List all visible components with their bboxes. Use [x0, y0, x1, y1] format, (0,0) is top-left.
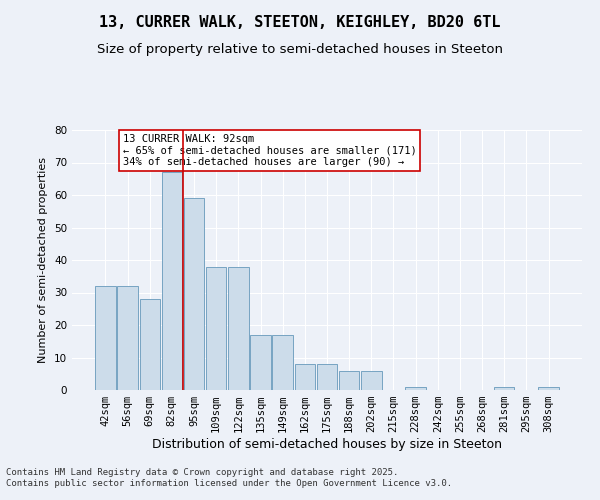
Bar	[206, 266, 226, 390]
Bar	[95, 286, 116, 390]
Bar	[538, 387, 559, 390]
Text: Contains HM Land Registry data © Crown copyright and database right 2025.
Contai: Contains HM Land Registry data © Crown c…	[6, 468, 452, 487]
Bar	[295, 364, 315, 390]
Bar	[272, 335, 293, 390]
Bar	[250, 335, 271, 390]
Bar	[184, 198, 204, 390]
Bar	[339, 370, 359, 390]
Bar	[140, 299, 160, 390]
Bar	[161, 172, 182, 390]
Y-axis label: Number of semi-detached properties: Number of semi-detached properties	[38, 157, 49, 363]
Bar	[118, 286, 138, 390]
Text: 13 CURRER WALK: 92sqm
← 65% of semi-detached houses are smaller (171)
34% of sem: 13 CURRER WALK: 92sqm ← 65% of semi-deta…	[123, 134, 417, 167]
Bar	[361, 370, 382, 390]
X-axis label: Distribution of semi-detached houses by size in Steeton: Distribution of semi-detached houses by …	[152, 438, 502, 451]
Text: Size of property relative to semi-detached houses in Steeton: Size of property relative to semi-detach…	[97, 42, 503, 56]
Text: 13, CURRER WALK, STEETON, KEIGHLEY, BD20 6TL: 13, CURRER WALK, STEETON, KEIGHLEY, BD20…	[99, 15, 501, 30]
Bar	[228, 266, 248, 390]
Bar	[494, 387, 514, 390]
Bar	[406, 387, 426, 390]
Bar	[317, 364, 337, 390]
